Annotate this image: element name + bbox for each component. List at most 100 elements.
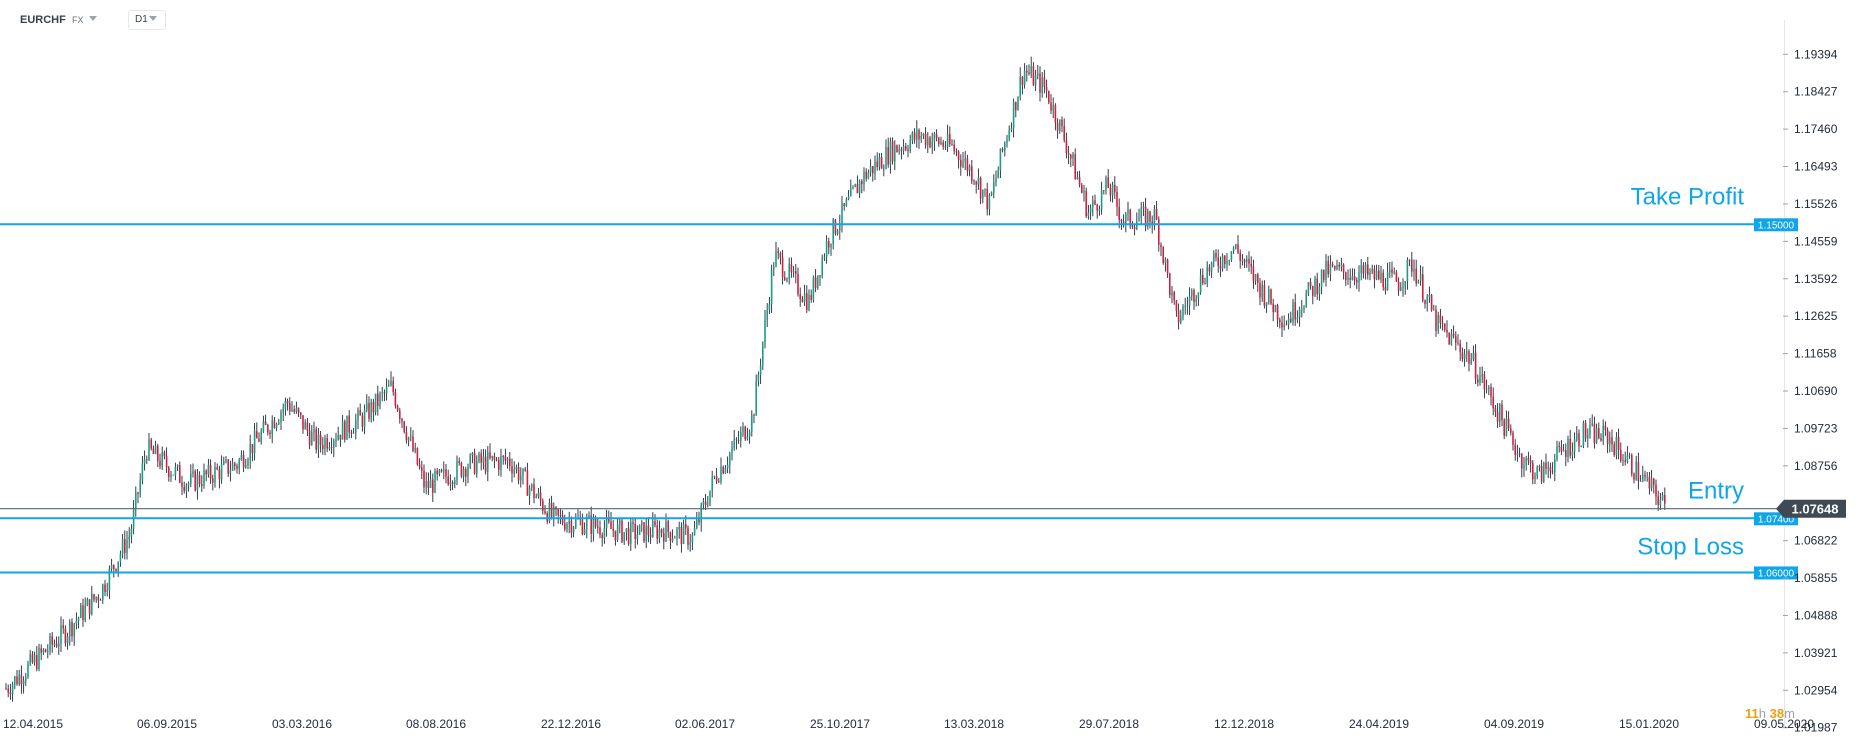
candle-body bbox=[119, 554, 122, 562]
candle-body bbox=[399, 410, 401, 419]
candle-body bbox=[1534, 476, 1536, 480]
candle-body bbox=[258, 438, 260, 442]
candle-body bbox=[982, 189, 984, 199]
candle-body bbox=[121, 539, 124, 555]
candle-body bbox=[1312, 285, 1314, 296]
candle-body bbox=[84, 605, 86, 621]
candle-body bbox=[905, 146, 907, 150]
candle-body bbox=[1340, 264, 1343, 267]
candle-body bbox=[1305, 293, 1307, 308]
candle-body bbox=[242, 455, 245, 468]
candle-body bbox=[1604, 425, 1607, 431]
candle-body bbox=[1279, 319, 1281, 323]
level-annotation: Take Profit bbox=[1631, 183, 1745, 210]
candle-body bbox=[612, 528, 614, 531]
candle-body bbox=[319, 434, 322, 445]
candle-body bbox=[1270, 289, 1272, 304]
candle-body bbox=[1327, 260, 1329, 275]
candle-body bbox=[1272, 303, 1274, 313]
candle-body bbox=[139, 479, 141, 494]
candle-body bbox=[874, 161, 876, 174]
candle-body bbox=[1160, 244, 1162, 248]
candle-body bbox=[667, 521, 669, 533]
candle-body bbox=[88, 599, 91, 615]
candle-body bbox=[128, 536, 130, 540]
candle-body bbox=[506, 458, 509, 461]
candle-body bbox=[476, 461, 478, 474]
candle-body bbox=[1503, 420, 1505, 436]
candle-body bbox=[1615, 436, 1618, 456]
candle-body bbox=[196, 474, 199, 491]
candle-body bbox=[1551, 471, 1554, 473]
candle-body bbox=[836, 230, 839, 234]
candle-body bbox=[988, 194, 991, 210]
candle-body bbox=[1052, 104, 1054, 111]
candle-body bbox=[1633, 474, 1635, 480]
candle-body bbox=[1188, 296, 1191, 306]
candle-body bbox=[1235, 244, 1237, 249]
candle-body bbox=[907, 149, 909, 151]
candle-body bbox=[16, 676, 18, 685]
level-price-label: 1.15000 bbox=[1758, 220, 1795, 231]
candle-body bbox=[108, 568, 111, 591]
symbol-name[interactable]: EURCHF bbox=[20, 14, 66, 26]
candle-body bbox=[1162, 247, 1164, 263]
candle-body bbox=[110, 565, 113, 569]
candle-body bbox=[284, 400, 287, 409]
candle-body bbox=[878, 157, 881, 168]
date-tick-label: 22.12.2016 bbox=[541, 717, 601, 731]
candle-body bbox=[687, 527, 689, 545]
candle-body bbox=[163, 452, 166, 456]
candle-body bbox=[1391, 269, 1393, 273]
candle-body bbox=[1371, 268, 1373, 272]
candle-body bbox=[1197, 292, 1200, 299]
candle-body bbox=[190, 473, 192, 484]
candle-body bbox=[975, 181, 977, 185]
candle-body bbox=[1149, 211, 1151, 222]
candle-body bbox=[504, 456, 507, 461]
candle-body bbox=[326, 438, 328, 449]
timeframe-select[interactable]: D1 bbox=[128, 10, 166, 30]
candle-body bbox=[205, 470, 207, 475]
candle-body bbox=[1215, 253, 1217, 258]
candle-body bbox=[25, 676, 27, 681]
timeframe-chevron-down-icon[interactable] bbox=[149, 16, 157, 21]
candle-body bbox=[1389, 269, 1391, 273]
candle-body bbox=[421, 467, 423, 471]
candle-body bbox=[146, 459, 148, 460]
candle-body bbox=[1611, 437, 1613, 445]
candle-body bbox=[1072, 154, 1074, 159]
candle-body bbox=[916, 129, 918, 140]
candle-body bbox=[9, 692, 12, 695]
candle-body bbox=[1041, 77, 1043, 93]
candle-body bbox=[1037, 73, 1039, 76]
candles-layer bbox=[5, 56, 1666, 702]
candle-body bbox=[1422, 274, 1424, 301]
candle-body bbox=[313, 429, 315, 433]
candle-body bbox=[1237, 244, 1239, 253]
chart-toolbar: EURCHF FX D1 bbox=[0, 0, 1600, 30]
candle-body bbox=[278, 422, 280, 425]
date-tick-label: 09.05.2020 bbox=[1754, 717, 1814, 731]
symbol-dropdown-chevron-down-icon[interactable] bbox=[89, 16, 97, 21]
candle-body bbox=[113, 565, 115, 570]
price-tick-label: 1.16493 bbox=[1794, 160, 1838, 174]
candle-body bbox=[392, 380, 394, 393]
candle-body bbox=[803, 293, 806, 302]
candle-body bbox=[814, 277, 817, 288]
candle-body bbox=[883, 168, 885, 170]
candle-body bbox=[502, 456, 504, 457]
candle-body bbox=[322, 444, 324, 450]
date-tick-label: 29.07.2018 bbox=[1079, 717, 1139, 731]
candle-body bbox=[1378, 270, 1380, 280]
candle-body bbox=[275, 424, 278, 428]
candle-body bbox=[731, 448, 733, 454]
candle-body bbox=[742, 426, 744, 432]
candle-body bbox=[658, 529, 661, 539]
candle-body bbox=[1294, 302, 1296, 320]
candle-body bbox=[876, 161, 878, 168]
candle-body bbox=[671, 538, 674, 542]
current-price-tag bbox=[1776, 499, 1846, 518]
candle-body bbox=[1177, 310, 1180, 323]
